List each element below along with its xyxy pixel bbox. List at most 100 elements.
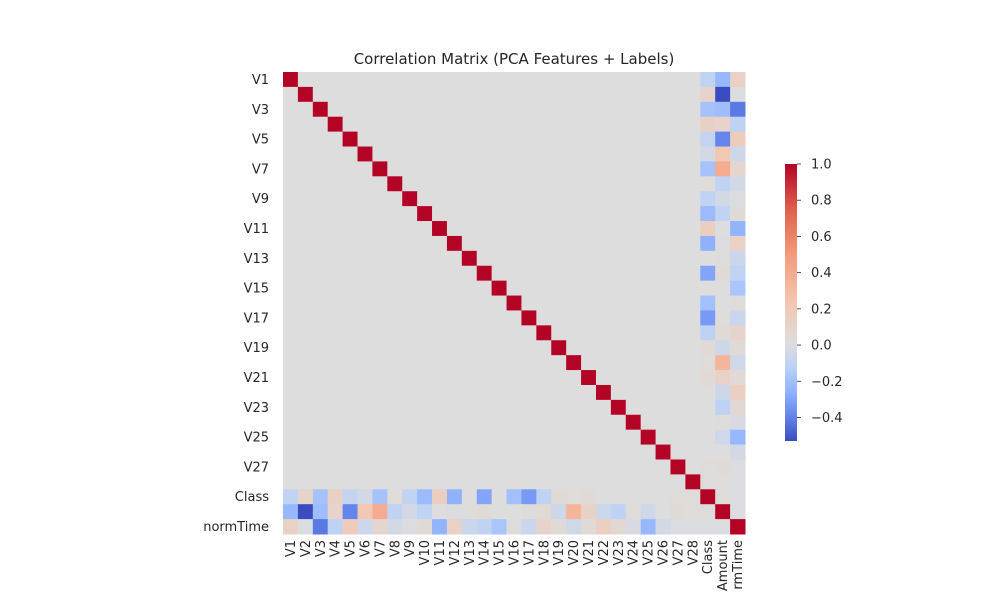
- heatmap-cell: [461, 519, 478, 535]
- heatmap-cell: [491, 116, 508, 133]
- heatmap-cell: [446, 310, 463, 326]
- heatmap-cell: [357, 444, 373, 460]
- heatmap-cell: [730, 384, 746, 401]
- heatmap-cell: [283, 399, 299, 416]
- heatmap-cell: [715, 414, 731, 431]
- heatmap-cell: [715, 325, 731, 341]
- heatmap-cell: [670, 191, 686, 207]
- heatmap-cell: [625, 384, 642, 401]
- heatmap-cell: [670, 489, 686, 505]
- heatmap-cell: [610, 325, 627, 341]
- heatmap-cell: [387, 370, 403, 386]
- heatmap-cell: [491, 519, 508, 535]
- heatmap-cell: [595, 161, 612, 177]
- heatmap-cell: [461, 161, 478, 177]
- heatmap-cell: [342, 384, 359, 401]
- x-tick-label: V1: [284, 540, 299, 557]
- heatmap-cell: [446, 176, 463, 192]
- heatmap-cell: [730, 474, 746, 490]
- heatmap-cell: [521, 206, 537, 222]
- heatmap-cell: [670, 161, 686, 177]
- heatmap-cell: [551, 310, 567, 326]
- heatmap-cell: [700, 429, 716, 446]
- heatmap-cell: [297, 504, 314, 520]
- heatmap-cell: [715, 384, 731, 401]
- heatmap-cell: [283, 280, 299, 297]
- heatmap-cell: [506, 265, 522, 282]
- heatmap-cell: [506, 250, 522, 267]
- heatmap-cell: [670, 325, 686, 341]
- heatmap-cell: [312, 265, 329, 282]
- heatmap-cell: [387, 265, 403, 282]
- heatmap-cell: [655, 265, 671, 282]
- heatmap-cell: [491, 280, 508, 297]
- heatmap-cell: [446, 489, 463, 505]
- heatmap-cell: [730, 146, 746, 162]
- heatmap-cell: [476, 146, 493, 162]
- heatmap-cell: [327, 325, 344, 341]
- heatmap-cell: [491, 131, 508, 148]
- heatmap-cell: [715, 444, 731, 460]
- heatmap-cell: [655, 459, 671, 475]
- heatmap-cell: [581, 519, 597, 535]
- heatmap-cell: [581, 504, 597, 520]
- heatmap-cell: [476, 131, 493, 148]
- heatmap-cell: [461, 370, 478, 386]
- heatmap-cell: [417, 384, 433, 401]
- heatmap-cell: [685, 504, 701, 520]
- heatmap-cell: [581, 429, 597, 446]
- heatmap-cell: [476, 340, 493, 356]
- heatmap-cell: [283, 131, 299, 148]
- heatmap-cell: [476, 384, 493, 401]
- heatmap-cell: [670, 429, 686, 446]
- heatmap-cell: [625, 131, 642, 148]
- heatmap-cell: [685, 519, 701, 535]
- heatmap-cell: [357, 191, 373, 207]
- heatmap-cell: [476, 414, 493, 431]
- heatmap-cell: [387, 429, 403, 446]
- heatmap-cell: [715, 235, 731, 252]
- heatmap-cell: [551, 235, 567, 252]
- heatmap-cell: [581, 265, 597, 282]
- heatmap-cell: [581, 399, 597, 416]
- heatmap-cell: [357, 161, 373, 177]
- heatmap-cell: [342, 370, 359, 386]
- heatmap-cell: [461, 116, 478, 133]
- y-axis-tick-labels: V1 V3 V5 V7 V9 V11 V13 V15 V17 V19 V21 V23 V25 V27 Cla…: [203, 73, 269, 535]
- heatmap-cell: [297, 295, 314, 311]
- heatmap-cell: [640, 86, 657, 103]
- heatmap-cell: [685, 429, 701, 446]
- heatmap-cell: [342, 131, 359, 148]
- heatmap-cell: [297, 146, 314, 162]
- heatmap-cell: [357, 250, 373, 267]
- heatmap-cell: [566, 414, 582, 431]
- heatmap-cell: [551, 131, 567, 148]
- heatmap-cell: [610, 519, 627, 535]
- heatmap-cell: [506, 370, 522, 386]
- heatmap-cell: [357, 489, 373, 505]
- heatmap-cell: [536, 429, 552, 446]
- heatmap-cell: [685, 295, 701, 311]
- heatmap-cell: [312, 325, 329, 341]
- heatmap-cell: [461, 265, 478, 282]
- y-tick-label: Class: [235, 490, 269, 505]
- heatmap-cell: [700, 489, 716, 505]
- heatmap-cell: [610, 191, 627, 207]
- heatmap-cell: [640, 72, 657, 88]
- heatmap-cell: [551, 414, 567, 431]
- heatmap-cell: [566, 504, 582, 520]
- heatmap-cell: [595, 504, 612, 520]
- heatmap-cell: [432, 235, 448, 252]
- heatmap-cell: [327, 250, 344, 267]
- heatmap-cell: [566, 280, 582, 297]
- heatmap-cell: [283, 161, 299, 177]
- y-tick-label: V15: [244, 282, 269, 297]
- heatmap-cell: [312, 191, 329, 207]
- heatmap-cell: [625, 235, 642, 252]
- heatmap-cell: [402, 459, 418, 475]
- heatmap-cell: [566, 86, 582, 103]
- heatmap-cell: [446, 72, 463, 88]
- heatmap-cell: [610, 146, 627, 162]
- heatmap-cell: [312, 489, 329, 505]
- heatmap-cell: [327, 146, 344, 162]
